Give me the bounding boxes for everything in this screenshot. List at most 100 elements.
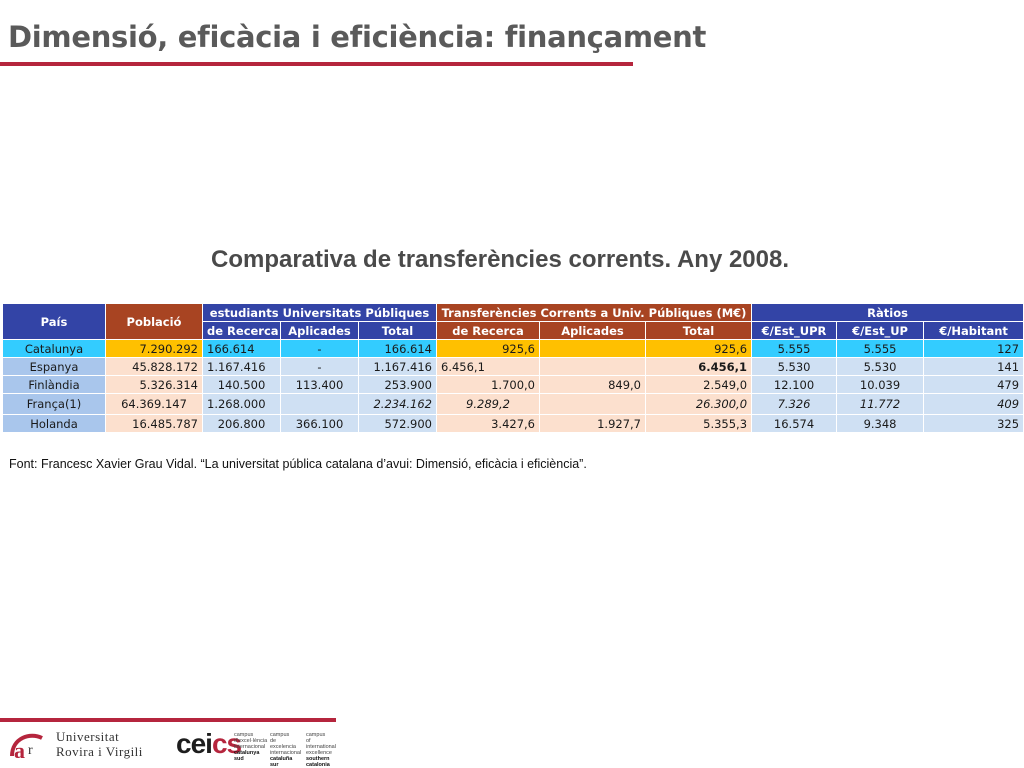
cell-ratio-hab: 325 (923, 414, 1024, 433)
financing-table: País Població estudiants Universitats Pú… (2, 303, 1024, 433)
cell-poblacio: 7.290.292 (105, 339, 203, 358)
cell-est-recerca: 166.614 (202, 339, 281, 358)
cell-tr-aplicades (539, 393, 646, 415)
cell-pais: França(1) (2, 393, 106, 415)
subheader-est-recerca: de Recerca (202, 321, 281, 340)
cell-ratio-hab: 141 (923, 357, 1024, 376)
cei-ca-line4: catalunya sud (234, 750, 260, 762)
cell-tr-total: 5.355,3 (644, 414, 753, 433)
cei-ca-line1: campus (234, 732, 254, 738)
table-row: Holanda 16.485.787 206.800 366.100 572.9… (2, 414, 1024, 433)
cell-tr-aplicades (539, 339, 646, 358)
cell-est-aplicades: - (280, 357, 359, 376)
table-caption: Comparativa de transferències corrents. … (210, 246, 790, 273)
header-poblacio: Població (105, 303, 203, 340)
cell-tr-recerca: 1.700,0 (436, 375, 540, 394)
cell-poblacio: 45.828.172 (105, 357, 203, 376)
cell-tr-recerca: 3.427,6 (436, 414, 540, 433)
cei-es-line4: cataluña sur (270, 756, 293, 768)
cell-ratio-upr: 7.326 (751, 393, 838, 415)
cell-est-aplicades: - (280, 339, 359, 358)
svg-text:a: a (14, 738, 25, 762)
cell-tr-recerca: 9.289,2 (436, 393, 540, 415)
header-pais: País (2, 303, 106, 340)
cell-ratio-hab: 409 (923, 393, 1024, 415)
subheader-tr-total: Total (644, 321, 753, 340)
table-row: Espanya 45.828.172 1.167.416 - 1.167.416… (2, 357, 1024, 376)
cei-en-line3: excellence (306, 750, 332, 756)
cell-tr-recerca: 6.456,1 (436, 357, 540, 376)
cei-text-en: campus of international excellence south… (306, 732, 336, 768)
svg-text:r: r (28, 743, 33, 758)
cell-pais: Catalunya (2, 339, 106, 358)
cei-es-line1: campus (270, 732, 290, 738)
cell-ratio-upr: 12.100 (751, 375, 838, 394)
subheader-est-aplicades: Aplicades (280, 321, 359, 340)
table-row: Finlàndia 5.326.314 140.500 113.400 253.… (2, 375, 1024, 394)
cell-est-total: 1.167.416 (358, 357, 437, 376)
cell-tr-aplicades: 1.927,7 (539, 414, 646, 433)
cell-ratio-upr: 16.574 (751, 414, 838, 433)
urv-line1: Universitat (56, 729, 120, 744)
cell-est-recerca: 1.268.000 (202, 393, 281, 415)
cei-logo-end: cs (211, 728, 242, 759)
cell-tr-total: 2.549,0 (644, 375, 753, 394)
cell-tr-total: 925,6 (644, 339, 753, 358)
footer-rule (0, 718, 336, 722)
cell-est-aplicades (280, 393, 359, 415)
cell-est-aplicades: 366.100 (280, 414, 359, 433)
cell-est-total: 572.900 (358, 414, 437, 433)
subheader-tr-recerca: de Recerca (436, 321, 540, 340)
cell-tr-total: 6.456,1 (644, 357, 753, 376)
cei-es-line3: internacional (270, 750, 302, 756)
page-title: Dimensió, eficàcia i eficiència: finança… (8, 20, 707, 54)
cell-ratio-up: 10.039 (836, 375, 925, 394)
header-group-students: estudiants Universitats Públiques (202, 303, 437, 322)
table-row: Catalunya 7.290.292 166.614 - 166.614 92… (2, 339, 1024, 358)
subheader-ratio-upr: €/Est_UPR (751, 321, 838, 340)
cell-tr-total: 26.300,0 (644, 393, 753, 415)
cei-logo: ceics (176, 728, 242, 760)
subheader-tr-aplicades: Aplicades (539, 321, 646, 340)
cell-tr-aplicades (539, 357, 646, 376)
cei-es-line2: de excelencia (270, 738, 296, 750)
cell-ratio-up: 5.530 (836, 357, 925, 376)
cell-tr-aplicades: 849,0 (539, 375, 646, 394)
cei-texts: campus d'excel·lència internacional cata… (234, 732, 336, 768)
subheader-ratio-up: €/Est_UP (836, 321, 925, 340)
cei-ca-line2: d'excel·lència (234, 738, 268, 744)
subheader-est-total: Total (358, 321, 437, 340)
cei-logo-text: cei (176, 728, 213, 759)
cei-en-line1: campus (306, 732, 326, 738)
cell-poblacio: 5.326.314 (105, 375, 203, 394)
cell-est-recerca: 1.167.416 (202, 357, 281, 376)
cell-ratio-up: 11.772 (836, 393, 925, 415)
cei-en-line4: southern catalonia (306, 756, 330, 768)
urv-wordmark: Universitat Rovira i Virgili (56, 729, 143, 759)
urv-line2: Rovira i Virgili (56, 744, 143, 759)
cei-text-ca: campus d'excel·lència internacional cata… (234, 732, 268, 768)
cei-ca-line3: internacional (234, 744, 266, 750)
cell-poblacio: 64.369.147 (105, 393, 203, 415)
cell-pais: Finlàndia (2, 375, 106, 394)
title-underline (0, 62, 633, 66)
cell-ratio-upr: 5.530 (751, 357, 838, 376)
cei-text-es: campus de excelencia internacional catal… (270, 732, 302, 768)
cei-en-line2: of international (306, 738, 336, 750)
cell-pais: Holanda (2, 414, 106, 433)
cell-ratio-upr: 5.555 (751, 339, 838, 358)
source-note: Font: Francesc Xavier Grau Vidal. “La un… (9, 457, 587, 471)
cell-ratio-hab: 127 (923, 339, 1024, 358)
header-group-transfers: Transferències Corrents a Univ. Públique… (435, 303, 753, 322)
cell-est-aplicades: 113.400 (280, 375, 359, 394)
header-group-ratios: Ràtios (751, 303, 1024, 322)
cell-ratio-hab: 479 (923, 375, 1024, 394)
urv-logo-icon: a r (10, 733, 43, 762)
cell-tr-recerca: 925,6 (436, 339, 540, 358)
cell-est-recerca: 140.500 (202, 375, 281, 394)
cell-est-total: 253.900 (358, 375, 437, 394)
cell-ratio-up: 5.555 (836, 339, 925, 358)
cell-est-total: 166.614 (358, 339, 437, 358)
cell-est-total: 2.234.162 (358, 393, 437, 415)
cell-poblacio: 16.485.787 (105, 414, 203, 433)
